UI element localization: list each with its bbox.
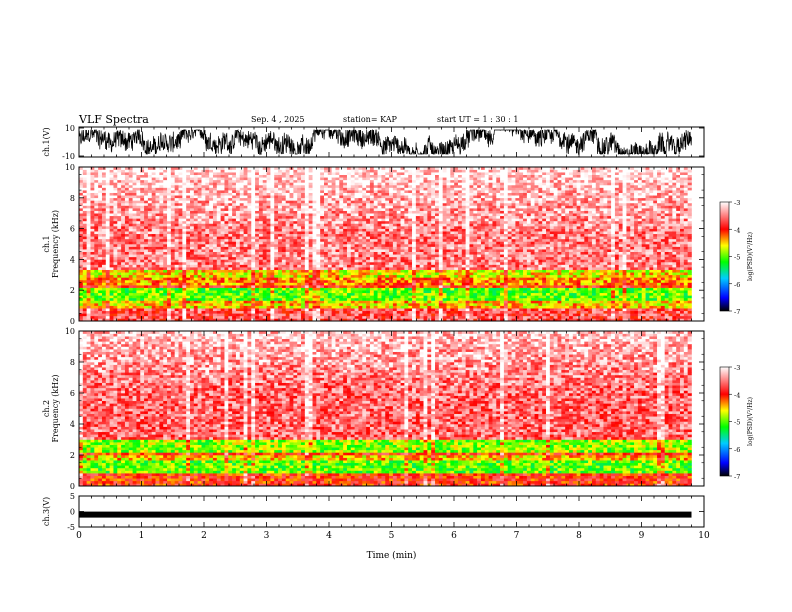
x-tick-label: 9 xyxy=(639,531,645,541)
y-tick-label: 0 xyxy=(70,482,75,491)
y-tick-label: 8 xyxy=(70,358,75,367)
x-tick-label: 8 xyxy=(576,531,582,541)
y-tick-label: -10 xyxy=(62,152,75,161)
x-tick-label: 10 xyxy=(698,531,710,541)
colorbar-tick-label: -4 xyxy=(734,391,740,399)
colorbar-tick-label: -6 xyxy=(734,281,740,289)
x-tick-label: 2 xyxy=(201,531,207,541)
ch3-waveform-band xyxy=(79,511,692,518)
colorbar-tick-label: -3 xyxy=(734,364,740,372)
y-tick-label: 0 xyxy=(70,508,75,517)
x-tick-label: 0 xyxy=(76,531,82,541)
colorbar-ch2-label: log(PSD)(V²/Hz) xyxy=(747,397,754,446)
x-axis-label: Time (min) xyxy=(367,550,417,561)
colorbar-ch1 xyxy=(719,201,730,312)
y-tick-label: 4 xyxy=(70,255,75,264)
x-tick-label: 6 xyxy=(451,531,457,541)
ch3-waveform-ylabel: ch.3(V) xyxy=(42,497,51,526)
start-time-label: start UT = 1 : 30 : 1 xyxy=(437,115,519,124)
y-tick-label: 0 xyxy=(70,317,75,326)
y-tick-label: 6 xyxy=(70,389,75,398)
colorbar-ch2 xyxy=(719,366,730,477)
ch1-waveform-line xyxy=(78,128,692,156)
chart-title: VLF Spectra xyxy=(79,113,149,126)
y-tick-label: 5 xyxy=(70,492,75,501)
ch2-spectrogram-ylabel: ch.2Frequency (kHz) xyxy=(42,374,60,442)
y-tick-label: 10 xyxy=(65,327,75,336)
colorbar-tick-label: -7 xyxy=(734,473,740,481)
station-label: station= KAP xyxy=(343,115,397,124)
y-tick-label: 2 xyxy=(70,451,75,460)
colorbar-tick-label: -5 xyxy=(734,254,740,262)
y-tick-label: 2 xyxy=(70,286,75,295)
colorbar-tick-label: -5 xyxy=(734,419,740,427)
ch1-spectrogram-heatmap xyxy=(79,167,692,322)
colorbar-tick-label: -6 xyxy=(734,446,740,454)
colorbar-tick-label: -4 xyxy=(734,226,740,234)
x-tick-label: 1 xyxy=(139,531,145,541)
y-tick-label: 10 xyxy=(65,124,75,133)
y-tick-label: 10 xyxy=(65,163,75,172)
colorbar-ch1-label: log(PSD)(V²/Hz) xyxy=(747,232,754,281)
y-tick-label: -5 xyxy=(67,523,75,532)
colorbar-tick-label: -7 xyxy=(734,308,740,316)
ch1-spectrogram-ylabel: ch.1Frequency (kHz) xyxy=(42,210,60,278)
ch2-spectrogram-heatmap xyxy=(79,331,692,487)
y-tick-label: 8 xyxy=(70,194,75,203)
date-label: Sep. 4 , 2025 xyxy=(251,115,305,124)
colorbar-tick-label: -3 xyxy=(734,199,740,207)
x-tick-label: 3 xyxy=(264,531,270,541)
x-tick-label: 7 xyxy=(514,531,520,541)
y-tick-label: 6 xyxy=(70,225,75,234)
ch1-waveform-ylabel: ch.1(V) xyxy=(42,127,51,156)
y-tick-label: 4 xyxy=(70,420,75,429)
x-tick-label: 5 xyxy=(389,531,395,541)
x-tick-label: 4 xyxy=(326,531,332,541)
